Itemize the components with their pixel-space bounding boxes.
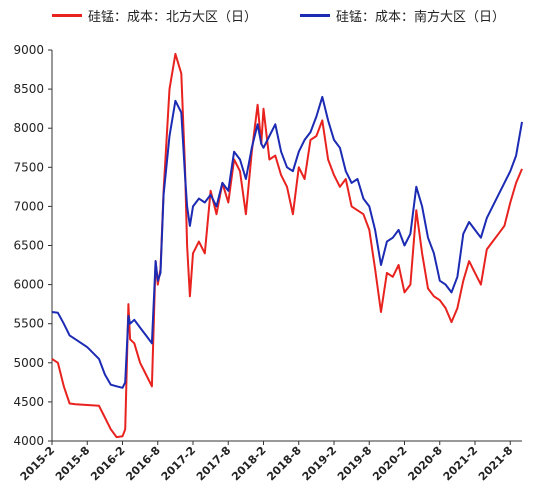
y-tick-label: 6500 bbox=[13, 239, 44, 253]
legend-swatch-north bbox=[52, 14, 82, 17]
y-tick-label: 5500 bbox=[13, 317, 44, 331]
x-tick-label: 2015-2 bbox=[18, 444, 57, 483]
y-tick-label: 4000 bbox=[13, 434, 44, 448]
legend-label-south: 硅锰：成本：南方大区（日） bbox=[336, 10, 506, 25]
x-tick-label: 2021-8 bbox=[476, 444, 515, 483]
y-tick-label: 9000 bbox=[13, 43, 44, 57]
y-tick-label: 8000 bbox=[13, 121, 44, 135]
x-tick-label: 2018-8 bbox=[264, 444, 303, 483]
x-tick-label: 2019-2 bbox=[300, 444, 339, 483]
legend: 硅锰：成本：北方大区（日） 硅锰：成本：南方大区（日） bbox=[0, 6, 550, 28]
y-tick-label: 8500 bbox=[13, 82, 44, 96]
x-tick-label: 2018-2 bbox=[229, 444, 268, 483]
x-tick-label: 2019-8 bbox=[335, 444, 374, 483]
series-line-north bbox=[51, 52, 523, 439]
x-tick-label: 2015-8 bbox=[53, 444, 92, 483]
legend-swatch-south bbox=[300, 14, 330, 17]
x-tick-label: 2020-2 bbox=[370, 444, 409, 483]
y-tick-label: 7500 bbox=[13, 160, 44, 174]
x-tick-label: 2017-8 bbox=[194, 444, 233, 483]
y-tick-label: 6000 bbox=[13, 278, 44, 292]
legend-item-north: 硅锰：成本：北方大区（日） bbox=[52, 6, 257, 25]
x-tick-label: 2021-2 bbox=[441, 444, 480, 483]
y-tick-label: 5000 bbox=[13, 356, 44, 370]
series-line-south bbox=[51, 95, 523, 389]
legend-item-south: 硅锰：成本：南方大区（日） bbox=[300, 6, 505, 25]
x-tick-label: 2016-8 bbox=[123, 444, 162, 483]
x-tick-label: 2016-2 bbox=[88, 444, 127, 483]
x-tick-label: 2017-2 bbox=[159, 444, 198, 483]
x-tick-label: 2020-8 bbox=[405, 444, 444, 483]
legend-label-north: 硅锰：成本：北方大区（日） bbox=[88, 10, 258, 25]
y-tick-label: 7000 bbox=[13, 199, 44, 213]
y-tick-label: 4500 bbox=[13, 395, 44, 409]
